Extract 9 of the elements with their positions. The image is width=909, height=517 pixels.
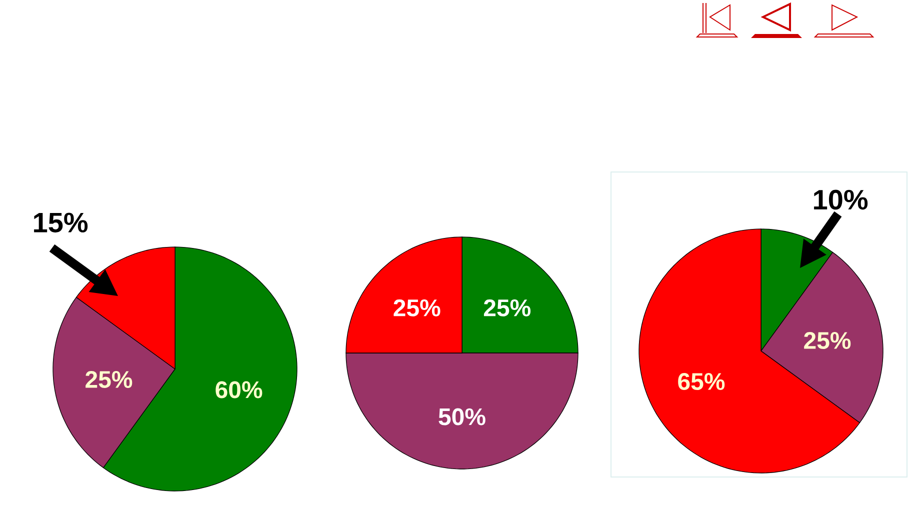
data-label: 25% xyxy=(394,299,440,316)
data-label: 50% xyxy=(438,408,486,426)
data-label: 65% xyxy=(678,372,725,390)
data-label: 25% xyxy=(804,332,851,349)
data-label: 10% xyxy=(814,190,868,210)
data-label: 25% xyxy=(484,299,531,316)
data-label: 60% xyxy=(216,381,262,398)
data-label: 25% xyxy=(86,370,132,388)
data-label: 15% xyxy=(34,212,88,232)
